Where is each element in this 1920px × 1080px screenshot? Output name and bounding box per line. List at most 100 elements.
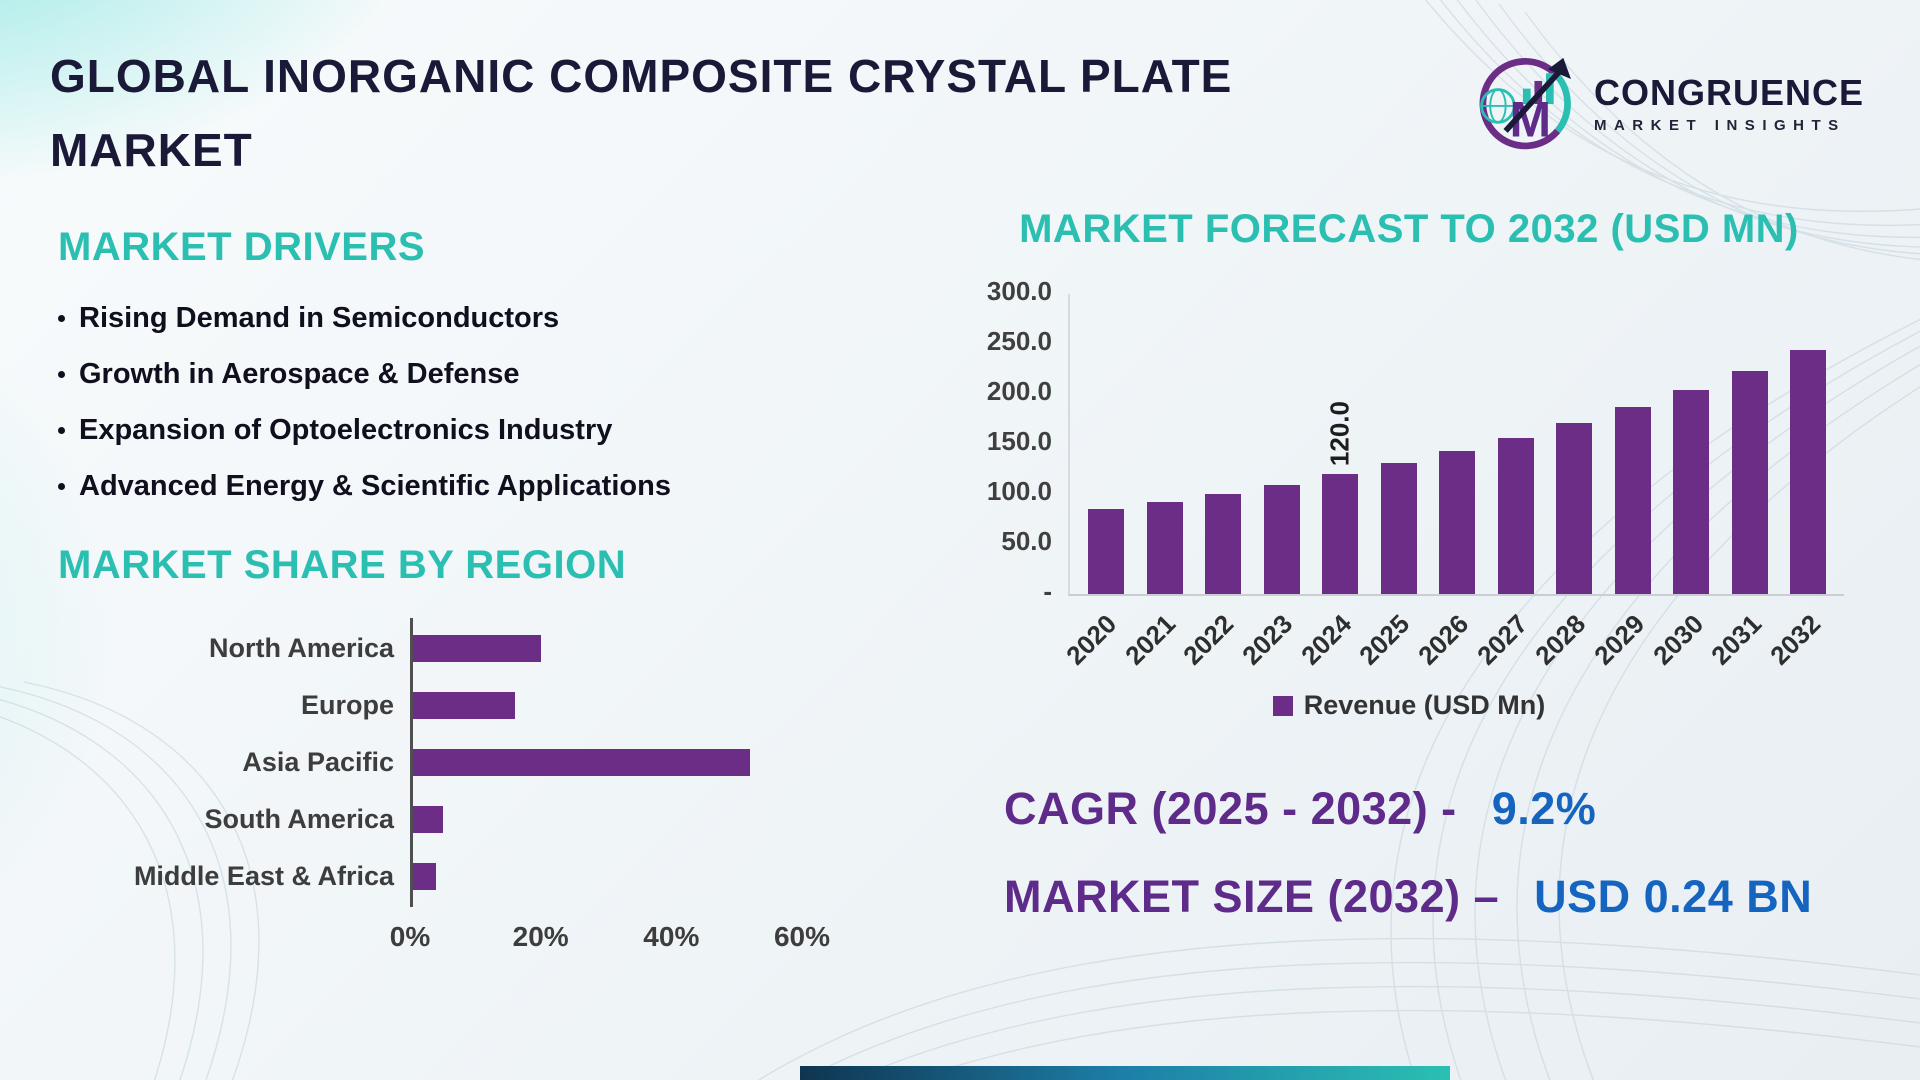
- region-bar: [410, 806, 443, 834]
- forecast-y-tick: -: [1043, 576, 1052, 607]
- region-category-label: Middle East & Africa: [133, 861, 394, 892]
- region-row: Middle East & Africa: [58, 848, 918, 905]
- forecast-x-tick-slot: 2026: [1412, 596, 1478, 674]
- forecast-y-axis: 300.0 250.0 200.0 150.0 100.0 50.0 -: [948, 276, 1068, 606]
- brand-logo: M CONGRUENCE MARKET INSIGHTS: [1462, 54, 1870, 154]
- forecast-bar: [1146, 502, 1183, 595]
- driver-item: Advanced Energy & Scientific Application…: [58, 470, 918, 503]
- forecast-x-axis: 2020 2021 2022 2023 2024 2025 2026 2027 2028 2029…: [1060, 596, 1844, 674]
- forecast-bar-slot: [1552, 294, 1596, 595]
- forecast-data-label: 120.0: [1324, 401, 1355, 467]
- page-title-line1: GLOBAL INORGANIC COMPOSITE CRYSTAL PLATE: [50, 50, 1233, 102]
- header: GLOBAL INORGANIC COMPOSITE CRYSTAL PLATE…: [50, 40, 1870, 187]
- region-axis-tick: 20%: [512, 921, 569, 953]
- region-row: North America: [58, 620, 918, 677]
- brand-tagline: MARKET INSIGHTS: [1593, 117, 1846, 134]
- market-drivers-heading: MARKET DRIVERS: [58, 225, 426, 270]
- region-axis-spacer: [58, 917, 410, 959]
- region-axis-tick: 0%: [389, 921, 431, 953]
- bullet-icon: [58, 483, 65, 491]
- region-category-label: South America: [204, 804, 394, 835]
- driver-label: Advanced Energy & Scientific Application…: [79, 470, 671, 503]
- driver-item: Rising Demand in Semiconductors: [58, 302, 918, 335]
- region-row: Europe: [58, 677, 918, 734]
- forecast-plot-area: 120.0: [1068, 294, 1844, 597]
- congruence-logo-icon: M: [1479, 57, 1571, 150]
- legend-swatch-icon: [1272, 695, 1293, 716]
- region-bar-track: [410, 863, 802, 891]
- forecast-heading: MARKET FORECAST TO 2032 (USD MN): [1019, 207, 1799, 252]
- forecast-bar: [1731, 371, 1768, 595]
- forecast-bar: [1497, 438, 1534, 595]
- right-column: MARKET FORECAST TO 2032 (USD MN) 300.0 25…: [918, 201, 1870, 959]
- bottom-accent-strip: [800, 1066, 1450, 1080]
- region-x-axis-ticks: 0% 20% 40% 60%: [390, 917, 830, 959]
- bullet-icon: [58, 371, 65, 379]
- brand-name: CONGRUENCE: [1593, 72, 1864, 113]
- region-row: Asia Pacific: [58, 734, 918, 791]
- bullet-icon: [58, 427, 65, 435]
- region-category-label: Asia Pacific: [242, 747, 394, 778]
- forecast-x-tick-slot: 2023: [1236, 596, 1302, 674]
- region-bar-track: [410, 692, 802, 720]
- forecast-x-tick-slot: 2025: [1353, 596, 1419, 674]
- region-bar: [410, 749, 750, 777]
- region-bar: [410, 635, 541, 663]
- region-bar-track: [410, 635, 802, 663]
- forecast-bar-slot: [1377, 294, 1421, 595]
- forecast-bar: [1556, 423, 1592, 595]
- region-share-chart: North America Europe Asia Pacific South Ame…: [58, 618, 918, 959]
- bullet-icon: [58, 315, 65, 323]
- columns: MARKET DRIVERS Rising Demand in Semicond…: [50, 201, 1870, 959]
- forecast-x-tick-slot: 2032: [1764, 596, 1830, 674]
- market-size-label: MARKET SIZE (2032) –: [1004, 871, 1500, 923]
- forecast-bar-slot: [1260, 294, 1304, 595]
- forecast-x-tick-slot: 2021: [1119, 596, 1185, 674]
- cagr-label: CAGR (2025 - 2032) -: [1004, 783, 1457, 835]
- forecast-bar-slot: [1143, 294, 1187, 595]
- region-row: South America: [58, 791, 918, 848]
- forecast-bar-slot: [1669, 294, 1713, 595]
- forecast-y-tick: 150.0: [986, 426, 1052, 457]
- forecast-bar-slot: 120.0: [1318, 294, 1362, 595]
- forecast-x-tick-slot: 2030: [1647, 596, 1713, 674]
- forecast-bar-slot: [1728, 294, 1772, 595]
- forecast-x-tick-slot: 2028: [1529, 596, 1595, 674]
- forecast-x-tick-slot: 2031: [1705, 596, 1771, 674]
- forecast-bar: [1088, 509, 1124, 595]
- forecast-x-tick-slot: 2022: [1178, 596, 1243, 674]
- driver-label: Expansion of Optoelectronics Industry: [79, 414, 613, 447]
- region-share-rows: North America Europe Asia Pacific South Ame…: [58, 618, 918, 908]
- brand-text: CONGRUENCE MARKET INSIGHTS: [1593, 72, 1864, 134]
- driver-item: Growth in Aerospace & Defense: [58, 358, 918, 391]
- page-title-line2: MARKET: [50, 123, 253, 176]
- page-title: GLOBAL INORGANIC COMPOSITE CRYSTAL PLATE…: [50, 40, 1232, 187]
- forecast-x-tick-slot: 2024: [1295, 596, 1361, 674]
- driver-item: Expansion of Optoelectronics Industry: [58, 414, 918, 447]
- driver-label: Growth in Aerospace & Defense: [79, 358, 520, 391]
- region-axis-tick: 40%: [643, 921, 700, 953]
- forecast-bar: [1322, 474, 1358, 595]
- forecast-y-tick: 250.0: [986, 326, 1052, 357]
- forecast-bar: [1790, 350, 1826, 595]
- forecast-chart: 300.0 250.0 200.0 150.0 100.0 50.0 - 120.0: [948, 276, 1870, 606]
- region-share-heading: MARKET SHARE BY REGION: [58, 543, 627, 588]
- forecast-bar: [1263, 485, 1300, 595]
- forecast-legend: Revenue (USD Mn): [948, 690, 1870, 721]
- forecast-y-tick: 50.0: [1001, 526, 1052, 557]
- region-bar: [410, 863, 437, 891]
- market-size-stat: MARKET SIZE (2032) – USD 0.24 BN: [1004, 871, 1870, 923]
- forecast-x-tick-slot: 2029: [1588, 596, 1654, 674]
- forecast-bar-slot: [1611, 294, 1655, 595]
- region-x-axis: 0% 20% 40% 60%: [58, 917, 918, 959]
- region-bar-track: [410, 749, 802, 777]
- forecast-bar: [1614, 407, 1651, 595]
- forecast-x-tick: 2032: [1764, 608, 1827, 671]
- forecast-bar-slot: [1201, 294, 1245, 595]
- region-axis-tick: 60%: [773, 921, 831, 953]
- cagr-stat: CAGR (2025 - 2032) - 9.2%: [1004, 783, 1870, 835]
- market-size-value: USD 0.24 BN: [1534, 871, 1813, 923]
- region-bar-track: [410, 806, 802, 834]
